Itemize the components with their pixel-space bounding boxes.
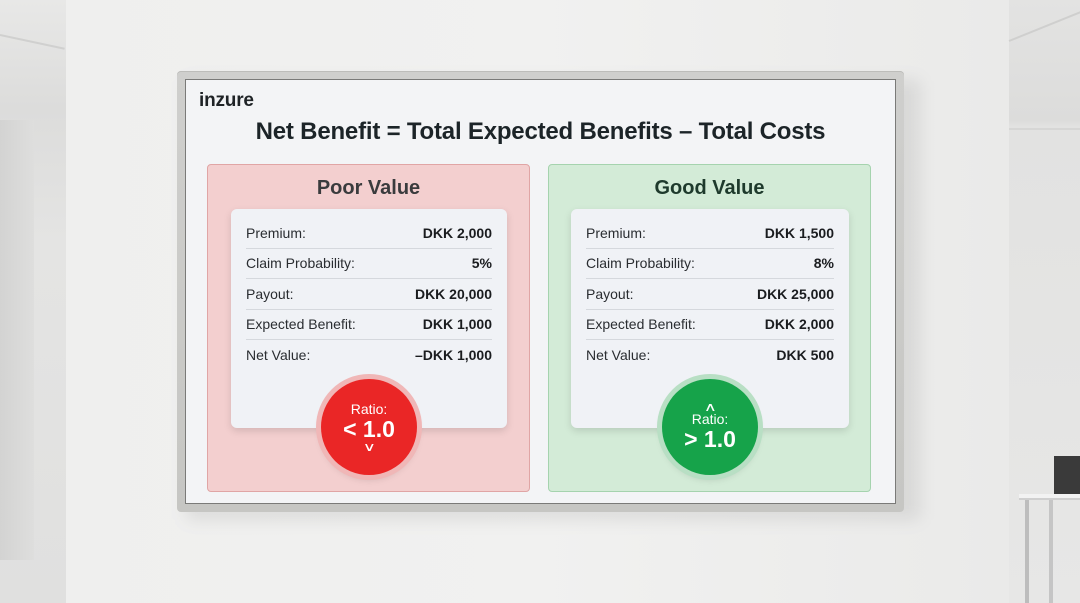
metric-value: 8%	[813, 255, 834, 272]
background-office-right	[1008, 0, 1080, 603]
metric-row-expected-benefit: Expected Benefit: DKK 1,000	[246, 310, 492, 340]
metric-label: Net Value:	[246, 347, 311, 364]
ceiling-line	[1008, 6, 1080, 42]
metric-label: Claim Probability:	[586, 255, 695, 272]
metric-row-payout: Payout: DKK 25,000	[586, 279, 834, 310]
metric-label: Premium:	[246, 224, 306, 241]
metric-value: DKK 500	[776, 347, 834, 364]
background-desk	[1019, 494, 1080, 500]
metric-label: Expected Benefit:	[246, 316, 356, 333]
metric-label: Premium:	[586, 224, 646, 241]
metric-row-payout: Payout: DKK 20,000	[246, 279, 492, 310]
metric-row-premium: Premium: DKK 2,000	[246, 218, 492, 249]
ratio-badge-poor: Ratio: < 1.0 ∨	[321, 379, 417, 475]
ratio-value: < 1.0	[343, 416, 395, 442]
ratio-label: Ratio:	[691, 411, 729, 427]
metric-label: Claim Probability:	[246, 255, 355, 272]
metric-row-claim-probability: Claim Probability: 8%	[586, 249, 834, 279]
metric-value: DKK 25,000	[756, 285, 834, 302]
metric-value: 5%	[471, 255, 492, 272]
poor-value-panel: Poor Value Premium: DKK 2,000 Claim Prob…	[207, 164, 530, 492]
brand-logo: inzure	[199, 90, 254, 111]
background-door	[0, 120, 34, 560]
formula-headline: Net Benefit = Total Expected Benefits – …	[255, 118, 826, 145]
metric-value: DKK 20,000	[414, 285, 492, 302]
metric-label: Payout:	[586, 285, 634, 302]
chevron-down-icon: ∨	[362, 440, 376, 454]
metric-value: DKK 1,500	[764, 224, 834, 241]
metric-label: Net Value:	[586, 347, 651, 364]
metric-label: Payout:	[246, 285, 294, 302]
tv-screen: inzure Net Benefit = Total Expected Bene…	[185, 79, 896, 504]
metric-value: DKK 2,000	[422, 224, 492, 241]
ratio-value: > 1.0	[684, 426, 736, 452]
metric-value: DKK 1,000	[422, 316, 492, 333]
metrics-card: Premium: DKK 2,000 Claim Probability: 5%…	[231, 209, 507, 428]
ceiling-edge	[1009, 128, 1080, 130]
desk-leg	[1025, 500, 1029, 603]
panel-title: Poor Value	[316, 177, 421, 199]
ratio-label: Ratio:	[350, 401, 388, 417]
metric-label: Expected Benefit:	[586, 316, 696, 333]
metric-row-premium: Premium: DKK 1,500	[586, 218, 834, 249]
metric-row-net-value: Net Value: –DKK 1,000	[246, 340, 492, 371]
metric-row-claim-probability: Claim Probability: 5%	[246, 249, 492, 279]
metric-value: –DKK 1,000	[414, 347, 492, 364]
chevron-up-icon: ∧	[703, 400, 717, 414]
good-value-panel: Good Value Premium: DKK 1,500 Claim Prob…	[548, 164, 871, 492]
panel-title: Good Value	[654, 177, 765, 199]
background-monitor	[1054, 456, 1080, 496]
metric-row-expected-benefit: Expected Benefit: DKK 2,000	[586, 310, 834, 340]
ratio-badge-good: ∧ Ratio: > 1.0	[662, 379, 758, 475]
background-doorway-left	[0, 0, 66, 603]
metric-row-net-value: Net Value: DKK 500	[586, 340, 834, 371]
ceiling-line	[0, 34, 65, 50]
desk-leg	[1049, 500, 1053, 603]
metric-value: DKK 2,000	[764, 316, 834, 333]
